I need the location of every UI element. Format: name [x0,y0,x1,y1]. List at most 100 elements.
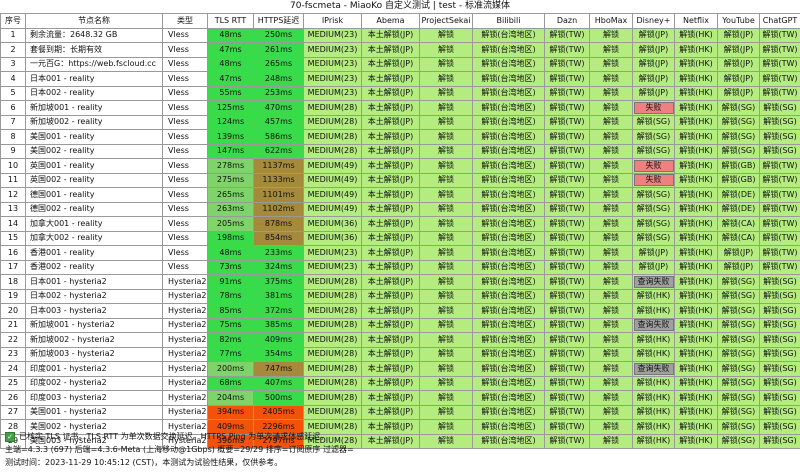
cell-projectsekai: 解锁 [419,71,473,87]
cell-youtube: 解锁(SG) [717,288,760,304]
cell-abema: 本土解锁(JP) [361,332,420,348]
cell-tls-rtt: 77ms [207,346,254,362]
cell-abema: 本土解锁(JP) [361,172,420,188]
cell-iprisk: MEDIUM(49) [303,187,362,203]
cell-https-delay: 407ms [253,375,304,391]
table-row: 17 香港002 - reality Vless 73ms 324ms MEDIUM(23… [0,259,800,275]
cell-bilibili: 解锁(台湾地区) [472,303,545,319]
cell-https-delay: 747ms [253,361,304,377]
cell-iprisk: MEDIUM(28) [303,274,362,290]
cell-type: Vless [162,187,208,203]
header-tls-rtt: TLS RTT [207,13,254,29]
cell-iprisk: MEDIUM(28) [303,375,362,391]
header-dazn: Dazn [544,13,590,29]
table-body: 1 剩余流量：2648.32 GB Vless 48ms 250ms MEDIUM(23)… [0,27,800,449]
cell-iprisk: MEDIUM(28) [303,361,362,377]
cell-abema: 本土解锁(JP) [361,85,420,101]
cell-hbomax: 解锁 [589,274,633,290]
cell-youtube: 解锁(SG) [717,317,760,333]
cell-type: Hysteria2 [162,288,208,304]
cell-chatgpt: 解锁(SG) [759,114,800,130]
cell-projectsekai: 解锁 [419,332,473,348]
cell-chatgpt: 解锁(TW) [759,201,800,217]
cell-disney: 查询失败 [632,317,675,333]
cell-index: 6 [0,100,26,116]
cell-disney: 解锁(HK) [632,288,675,304]
cell-index: 2 [0,42,26,58]
cell-node-name: 香港002 - reality [25,259,163,275]
cell-hbomax: 解锁 [589,317,633,333]
cell-type: Vless [162,71,208,87]
cell-node-name: 加拿大002 - reality [25,230,163,246]
cell-hbomax: 解锁 [589,27,633,43]
cell-disney: 解锁(HK) [632,375,675,391]
table-row: 21 新加坡001 - hysteria2 Hysteria2 75ms 385ms ME… [0,317,800,333]
cell-node-name: 剩余流量：2648.32 GB [25,27,163,43]
cell-chatgpt: 解锁(SG) [759,346,800,362]
cell-bilibili: 解锁(台湾地区) [472,56,545,72]
cell-node-name: 香港001 - reality [25,245,163,261]
cell-projectsekai: 解锁 [419,187,473,203]
cell-netflix: 解锁(HK) [674,114,718,130]
cell-type: Hysteria2 [162,332,208,348]
cell-disney: 解锁(HK) [632,346,675,362]
cell-chatgpt: 解锁(SG) [759,288,800,304]
header-disney: Disney+ [632,13,675,29]
cell-dazn: 解锁(TW) [544,245,590,261]
cell-tls-rtt: 78ms [207,288,254,304]
cell-iprisk: MEDIUM(23) [303,259,362,275]
cell-type: Vless [162,216,208,232]
cell-youtube: 解锁(JP) [717,259,760,275]
table-row: 19 日本002 - hysteria2 Hysteria2 78ms 381ms MED… [0,288,800,304]
cell-youtube: 解锁(SG) [717,332,760,348]
cell-dazn: 解锁(TW) [544,288,590,304]
cell-node-name: 美国003 - hysteria2 [25,433,163,449]
cell-youtube: 解锁(SG) [717,390,760,406]
table-row: 12 德国001 - reality Vless 265ms 1101ms MEDIUM(… [0,187,800,203]
cell-projectsekai: 解锁 [419,274,473,290]
table-row: 10 英国001 - reality Vless 278ms 1137ms MEDIUM(… [0,158,800,174]
cell-https-delay: 409ms [253,332,304,348]
cell-tls-rtt: 73ms [207,259,254,275]
cell-abema: 本土解锁(JP) [361,158,420,174]
cell-dazn: 解锁(TW) [544,259,590,275]
table-row: 13 德国002 - reality Vless 263ms 1102ms MEDIUM(… [0,201,800,217]
cell-abema: 本土解锁(JP) [361,42,420,58]
cell-youtube: 解锁(JP) [717,85,760,101]
cell-dazn: 解锁(TW) [544,230,590,246]
cell-iprisk: MEDIUM(28) [303,288,362,304]
cell-tls-rtt: 198ms [207,230,254,246]
cell-bilibili: 解锁(台湾地区) [472,245,545,261]
cell-iprisk: MEDIUM(23) [303,27,362,43]
cell-dazn: 解锁(TW) [544,172,590,188]
cell-node-name: 英国002 - reality [25,172,163,188]
table-row: 15 加拿大002 - reality Vless 198ms 854ms MEDIUM(… [0,230,800,246]
cell-index: 16 [0,245,26,261]
cell-bilibili: 解锁(台湾地区) [472,100,545,116]
cell-node-name: 日本001 - reality [25,71,163,87]
cell-disney: 失败 [632,172,675,188]
cell-netflix: 解锁(HK) [674,100,718,116]
cell-netflix: 解锁(HK) [674,201,718,217]
table-row: 23 新加坡003 - hysteria2 Hysteria2 77ms 354ms ME… [0,346,800,362]
cell-hbomax: 解锁 [589,216,633,232]
cell-tls-rtt: 204ms [207,390,254,406]
cell-node-name: 新加坡002 - reality [25,114,163,130]
cell-bilibili: 解锁(台湾地区) [472,404,545,420]
table-row: 27 美国001 - hysteria2 Hysteria2 394ms 2405ms M… [0,404,800,420]
cell-netflix: 解锁(HK) [674,216,718,232]
cell-hbomax: 解锁 [589,187,633,203]
cell-bilibili: 解锁(台湾地区) [472,172,545,188]
cell-iprisk: MEDIUM(28) [303,303,362,319]
cell-type: Vless [162,27,208,43]
cell-abema: 本土解锁(JP) [361,259,420,275]
cell-hbomax: 解锁 [589,56,633,72]
cell-chatgpt: 解锁(SG) [759,332,800,348]
cell-disney: 解锁(HK) [632,332,675,348]
cell-youtube: 解锁(SG) [717,419,760,435]
header-iprisk: IPrisk [303,13,362,29]
cell-dazn: 解锁(TW) [544,56,590,72]
cell-dazn: 解锁(TW) [544,114,590,130]
cell-chatgpt: 解锁(TW) [759,172,800,188]
cell-https-delay: 381ms [253,288,304,304]
